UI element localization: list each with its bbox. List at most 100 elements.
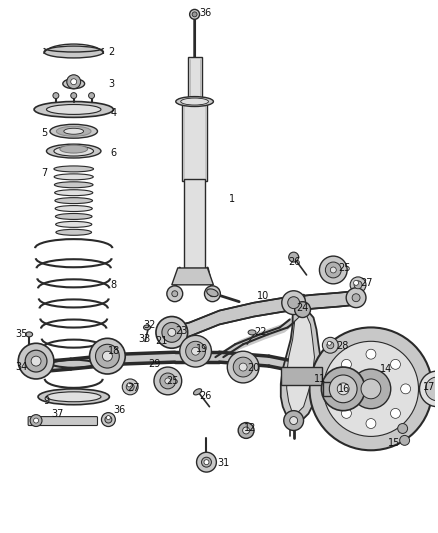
Text: 20: 20 [247,363,259,373]
Circle shape [71,93,77,99]
Circle shape [167,286,183,302]
Circle shape [425,377,438,401]
Text: 12: 12 [244,424,257,433]
Text: 36: 36 [200,9,212,18]
Text: 31: 31 [217,458,230,468]
Circle shape [295,302,311,318]
Circle shape [102,351,113,361]
Ellipse shape [176,96,213,107]
Ellipse shape [56,229,92,235]
Circle shape [160,373,176,389]
Ellipse shape [290,255,299,261]
Circle shape [127,383,131,387]
Text: 4: 4 [110,108,117,118]
Circle shape [34,418,39,423]
Ellipse shape [144,325,151,330]
Circle shape [391,359,400,369]
Ellipse shape [54,166,94,172]
Ellipse shape [46,144,101,158]
Circle shape [201,457,212,467]
FancyBboxPatch shape [182,102,208,181]
Circle shape [351,369,391,409]
Text: 35: 35 [15,329,28,340]
Circle shape [172,291,178,297]
Text: 16: 16 [338,384,350,394]
Circle shape [165,378,171,384]
Circle shape [191,347,200,355]
Circle shape [288,297,300,309]
Polygon shape [172,268,213,285]
Circle shape [204,459,209,465]
Ellipse shape [50,124,98,138]
Ellipse shape [57,126,91,136]
Circle shape [361,379,381,399]
Text: 2: 2 [108,47,115,57]
Text: 1: 1 [229,193,235,204]
Circle shape [353,280,359,285]
Circle shape [238,423,254,439]
Circle shape [205,286,220,302]
Ellipse shape [34,102,113,117]
Circle shape [53,93,59,99]
Circle shape [289,252,299,262]
Circle shape [327,342,334,349]
Circle shape [342,408,351,418]
Circle shape [88,93,95,99]
Circle shape [71,79,77,85]
Text: 32: 32 [143,320,155,330]
Text: 9: 9 [43,395,49,406]
Circle shape [366,349,376,359]
Circle shape [190,10,200,19]
Circle shape [399,435,410,446]
Circle shape [329,375,357,403]
Circle shape [227,351,259,383]
Circle shape [354,281,362,289]
Text: 29: 29 [148,359,160,369]
Circle shape [154,367,182,395]
Text: 26: 26 [289,257,301,267]
Polygon shape [287,316,314,414]
Ellipse shape [26,332,32,337]
Circle shape [342,359,351,369]
Circle shape [25,350,47,372]
Text: 18: 18 [108,346,120,356]
Circle shape [420,371,438,407]
Ellipse shape [56,221,92,228]
Circle shape [95,344,119,368]
Ellipse shape [46,392,101,402]
Ellipse shape [55,198,92,204]
FancyBboxPatch shape [323,382,345,396]
Circle shape [18,343,54,379]
Circle shape [243,427,250,434]
Circle shape [105,416,112,423]
Circle shape [310,327,432,450]
Circle shape [197,453,216,472]
Ellipse shape [38,389,110,405]
Text: 21: 21 [155,336,167,346]
Circle shape [106,416,110,419]
Circle shape [209,291,215,297]
Text: 28: 28 [336,341,349,351]
Circle shape [366,418,376,429]
Text: 25: 25 [166,376,178,386]
FancyBboxPatch shape [187,57,201,102]
Text: 10: 10 [257,290,269,301]
Text: 25: 25 [338,263,351,273]
Ellipse shape [54,146,94,156]
Circle shape [337,383,349,395]
Ellipse shape [46,104,101,115]
Circle shape [126,383,134,391]
Text: 6: 6 [110,148,117,158]
Ellipse shape [181,98,208,105]
Circle shape [156,317,187,348]
Text: 26: 26 [200,391,212,401]
Ellipse shape [55,190,93,196]
Circle shape [102,413,115,426]
Text: 5: 5 [41,128,47,138]
Circle shape [350,277,366,293]
Text: 7: 7 [41,168,47,178]
Circle shape [122,379,138,395]
FancyBboxPatch shape [281,367,322,385]
Circle shape [322,337,338,353]
Ellipse shape [64,128,84,134]
